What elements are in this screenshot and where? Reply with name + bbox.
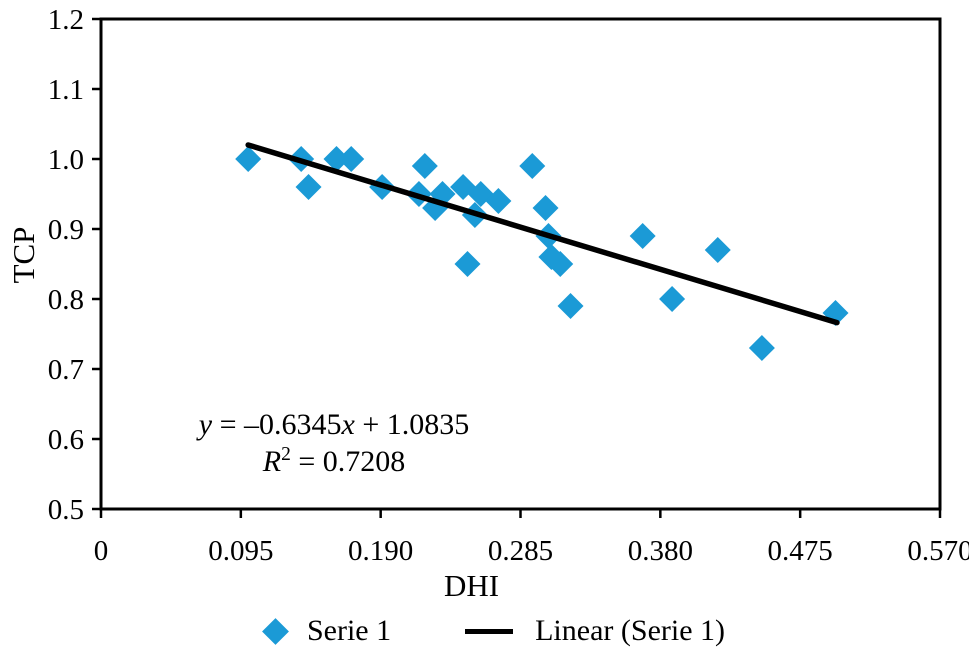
y-tick-label: 1.1 xyxy=(48,74,84,106)
data-point xyxy=(748,335,775,361)
y-tick-label: 0.9 xyxy=(48,214,84,246)
data-point xyxy=(454,251,481,277)
legend: Serie 1 Linear (Serie 1) xyxy=(11,610,969,652)
y-tick-label: 0.8 xyxy=(48,284,84,316)
legend-item-series: Serie 1 xyxy=(262,614,392,648)
legend-trend-label: Linear (Serie 1) xyxy=(535,614,726,647)
trendline-annotation: y = –0.6345x + 1.0835 R2 = 0.7208 xyxy=(166,406,502,480)
x-tick-label: 0 xyxy=(94,535,109,567)
y-tick-label: 0.6 xyxy=(48,424,84,456)
y-tick-label: 0.7 xyxy=(48,354,84,386)
y-tick-label: 0.5 xyxy=(48,494,84,526)
legend-series-label: Serie 1 xyxy=(306,614,392,647)
x-tick-label: 0.380 xyxy=(628,535,693,567)
y-axis-title: TCP xyxy=(6,226,41,284)
data-point xyxy=(659,286,686,312)
x-tick-label: 0.475 xyxy=(768,535,833,567)
data-point xyxy=(557,293,584,319)
data-point xyxy=(411,153,438,179)
data-point xyxy=(235,146,262,172)
diamond-marker-icon xyxy=(262,617,289,645)
data-point xyxy=(295,174,322,200)
x-tick-label: 0.095 xyxy=(208,535,273,567)
y-tick-label: 1.2 xyxy=(48,4,84,36)
data-point xyxy=(704,237,731,263)
x-tick-label: 0.285 xyxy=(488,535,553,567)
data-point xyxy=(485,188,512,214)
trend-equation: y = –0.6345x + 1.0835 xyxy=(198,408,470,441)
data-point xyxy=(338,146,365,172)
r-squared: R2 = 0.7208 xyxy=(262,444,406,478)
trend-line xyxy=(245,142,840,326)
legend-item-trend: Linear (Serie 1) xyxy=(465,614,725,648)
data-point xyxy=(323,146,350,172)
data-point xyxy=(547,251,574,277)
x-tick-label: 0.570 xyxy=(907,535,969,567)
line-marker-icon xyxy=(465,628,514,634)
x-axis-title: DHI xyxy=(443,568,500,603)
data-point xyxy=(532,195,559,221)
data-point xyxy=(519,153,546,179)
x-tick-label: 0.190 xyxy=(348,535,413,567)
data-point xyxy=(629,223,656,249)
y-tick-label: 1.0 xyxy=(48,144,84,176)
